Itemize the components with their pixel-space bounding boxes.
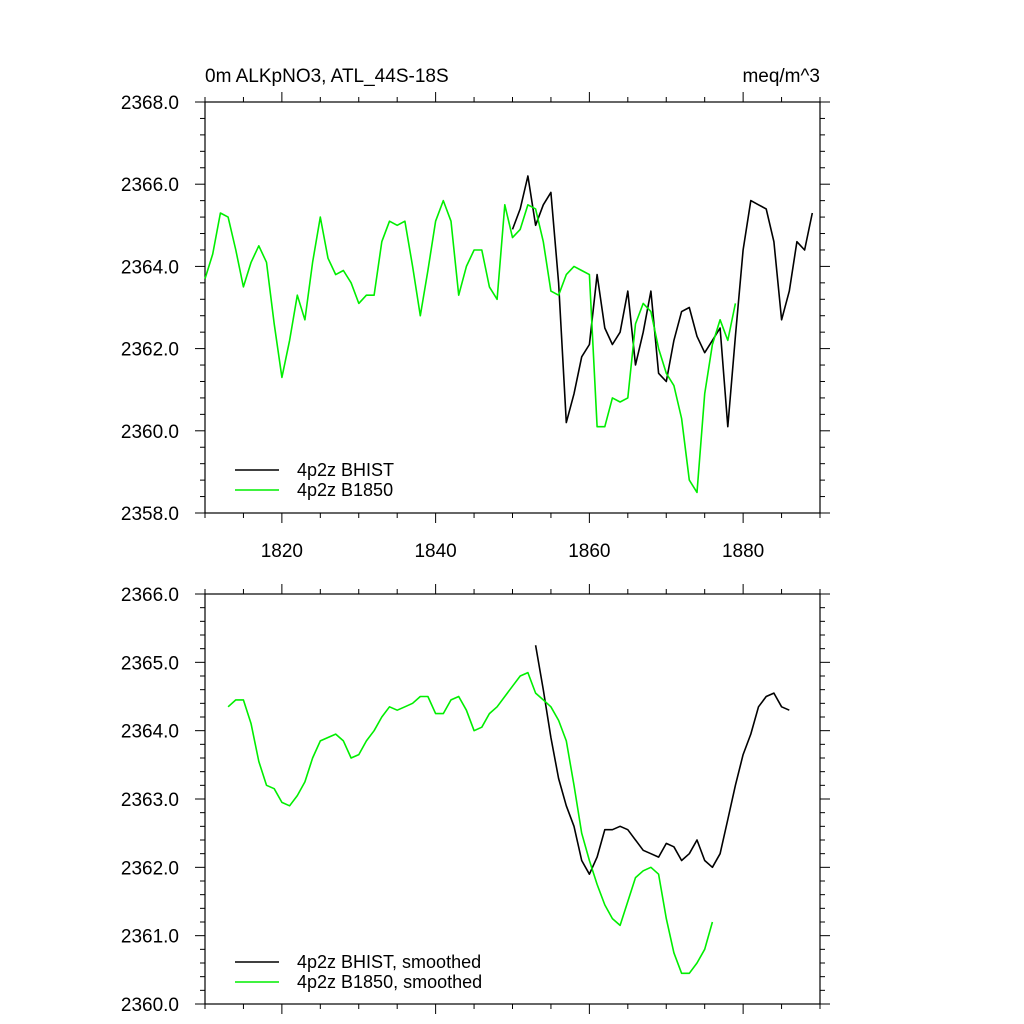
legend-label: 4p2z B1850, smoothed (297, 972, 482, 992)
y-tick-label: 2365.0 (121, 653, 179, 674)
y-tick-label: 2366.0 (121, 175, 179, 196)
y-tick-label: 2360.0 (121, 995, 179, 1016)
y-tick-label: 2362.0 (121, 858, 179, 879)
y-tick-label: 2364.0 (121, 257, 179, 278)
x-tick-label: 1840 (414, 541, 456, 562)
y-tick-label: 2362.0 (121, 340, 179, 361)
chart-title: 0m ALKpNO3, ATL_44S-18S (205, 66, 449, 87)
series-line-4p2z-bhist (511, 175, 814, 428)
y-tick-label: 2360.0 (121, 422, 179, 443)
series-line-4p2z-b1850 (204, 199, 737, 494)
series-line-4p2z-bhist-smoothed (534, 645, 790, 876)
plot-frame (204, 101, 821, 514)
y-tick-label: 2358.0 (121, 504, 179, 525)
x-tick-label: 1880 (722, 541, 764, 562)
y-tick-label: 2363.0 (121, 790, 179, 811)
panel-bottom: 2360.0 2361.0 2362.0 2363.0 2364.0 2365.0 2366… (121, 584, 830, 1016)
y-tick-label: 2361.0 (121, 927, 179, 948)
y-tick-label: 2364.0 (121, 722, 179, 743)
series-line-4p2z-b1850-smoothed (227, 671, 714, 975)
plot-frame (204, 593, 821, 1005)
panel-top: 0m ALKpNO3, ATL_44S-18S meq/m^3 2358.0 23… (121, 66, 830, 562)
x-tick-label: 1820 (261, 541, 303, 562)
chart-units: meq/m^3 (742, 66, 820, 87)
x-tick-label: 1860 (568, 541, 610, 562)
legend-label: 4p2z BHIST, smoothed (297, 952, 481, 972)
y-tick-label: 2366.0 (121, 585, 179, 606)
y-tick-label: 2368.0 (121, 93, 179, 114)
legend-label: 4p2z B1850 (297, 480, 393, 500)
legend-label: 4p2z BHIST (297, 460, 394, 480)
